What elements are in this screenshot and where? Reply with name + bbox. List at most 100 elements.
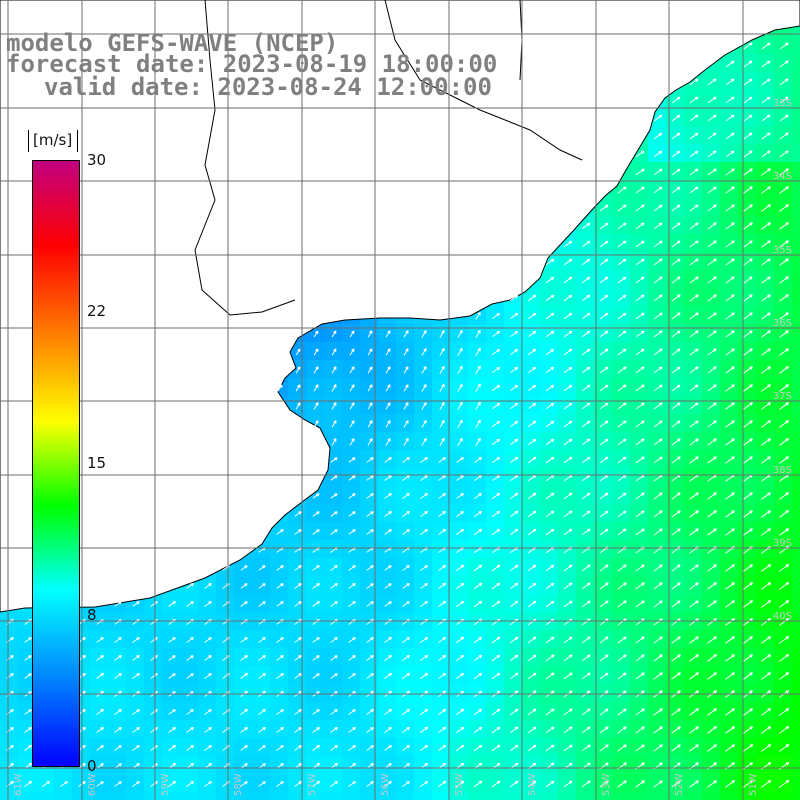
wind-arrow <box>599 528 609 536</box>
wind-arrow <box>545 564 555 572</box>
wind-arrow <box>635 438 645 446</box>
wind-arrow <box>295 366 301 374</box>
wind-arrow <box>779 294 789 302</box>
lon-label: 54W <box>527 773 538 796</box>
wind-arrow <box>385 348 391 356</box>
wind-arrow <box>707 600 717 608</box>
wind-arrow <box>779 366 789 374</box>
wind-arrow <box>384 457 392 463</box>
wind-arrow <box>779 420 789 428</box>
wind-arrow <box>509 636 519 644</box>
wind-arrow <box>475 401 481 411</box>
wind-arrow <box>438 582 447 590</box>
wind-arrow <box>689 564 699 572</box>
wind-arrow <box>331 420 337 428</box>
wind-arrow <box>366 529 374 535</box>
wind-arrow <box>204 583 212 589</box>
wind-arrow <box>331 402 337 410</box>
wind-arrow <box>581 510 591 518</box>
wind-arrow <box>761 510 771 518</box>
wind-arrow <box>707 258 717 266</box>
wind-arrow <box>743 312 753 320</box>
wind-arrow <box>743 366 753 374</box>
wind-arrow <box>779 186 789 194</box>
wind-arrow <box>707 348 717 356</box>
wind-arrow <box>438 510 446 518</box>
wind-arrow <box>385 402 391 410</box>
wind-arrow <box>617 402 627 410</box>
wind-arrow <box>689 78 699 86</box>
wind-arrow <box>330 529 338 535</box>
wind-arrow <box>671 312 681 320</box>
wind-arrow <box>689 312 699 320</box>
wind-arrow <box>635 366 645 374</box>
wind-arrow <box>599 258 609 266</box>
lon-label: 53W <box>601 773 612 796</box>
wind-arrow <box>492 312 500 320</box>
wind-arrow <box>761 60 771 68</box>
wind-arrow <box>384 511 392 517</box>
wind-arrow <box>331 330 337 338</box>
wind-arrow <box>348 511 356 517</box>
wind-arrow <box>384 493 392 499</box>
wind-arrow <box>421 402 427 410</box>
wind-arrow <box>635 420 645 428</box>
wind-arrow <box>617 528 627 536</box>
wind-arrow <box>331 348 337 356</box>
wind-arrow <box>653 582 663 590</box>
wind-arrow <box>761 276 771 284</box>
wind-arrow <box>186 601 194 607</box>
wind-arrow <box>313 402 319 410</box>
wind-arrow <box>653 222 663 230</box>
wind-arrow <box>527 654 537 662</box>
wind-arrow <box>348 475 356 481</box>
wind-arrow <box>421 384 427 392</box>
wind-arrow <box>725 366 735 374</box>
wind-arrow <box>491 654 501 662</box>
wind-arrow <box>761 384 771 392</box>
wind-arrow <box>563 438 573 446</box>
wind-arrow <box>743 150 753 158</box>
wind-arrow <box>24 637 32 643</box>
wind-arrow <box>403 384 409 392</box>
wind-arrow <box>385 366 391 374</box>
wind-arrow <box>635 564 645 572</box>
wind-arrow <box>635 258 645 266</box>
wind-arrow <box>707 636 717 644</box>
wind-arrow <box>689 492 699 500</box>
wind-arrow <box>779 402 789 410</box>
wind-arrow <box>510 348 519 356</box>
wind-arrow <box>492 366 501 374</box>
wind-arrow <box>545 294 555 302</box>
wind-arrow <box>240 601 248 607</box>
colorbar-tick-15: 15 <box>87 454 107 472</box>
wind-arrow <box>402 654 411 662</box>
wind-arrow <box>761 438 771 446</box>
wind-arrow <box>707 456 717 464</box>
wind-arrow <box>671 132 681 140</box>
wind-arrow <box>402 601 410 607</box>
wind-arrow <box>617 636 627 644</box>
wind-arrow <box>761 366 771 374</box>
wind-arrow <box>725 564 735 572</box>
wind-arrow <box>779 492 789 500</box>
wind-arrow <box>366 637 374 643</box>
lon-label: 51W <box>748 773 759 796</box>
wind-arrow <box>438 654 447 662</box>
wind-arrow <box>528 420 537 428</box>
wind-arrow <box>599 240 609 248</box>
wind-arrow <box>617 330 627 338</box>
wind-arrow <box>635 510 645 518</box>
wind-arrow <box>168 601 176 607</box>
wind-arrow <box>204 655 212 661</box>
wind-arrow <box>491 564 501 572</box>
wind-arrow <box>779 276 789 284</box>
wind-arrow <box>563 636 573 644</box>
wind-arrow <box>420 528 428 536</box>
wind-arrow <box>313 420 319 428</box>
wind-arrow <box>671 402 681 410</box>
wind-arrow <box>581 312 591 320</box>
wind-arrow <box>545 456 555 464</box>
lon-label: 56W <box>380 773 391 796</box>
wind-arrow <box>367 420 373 428</box>
